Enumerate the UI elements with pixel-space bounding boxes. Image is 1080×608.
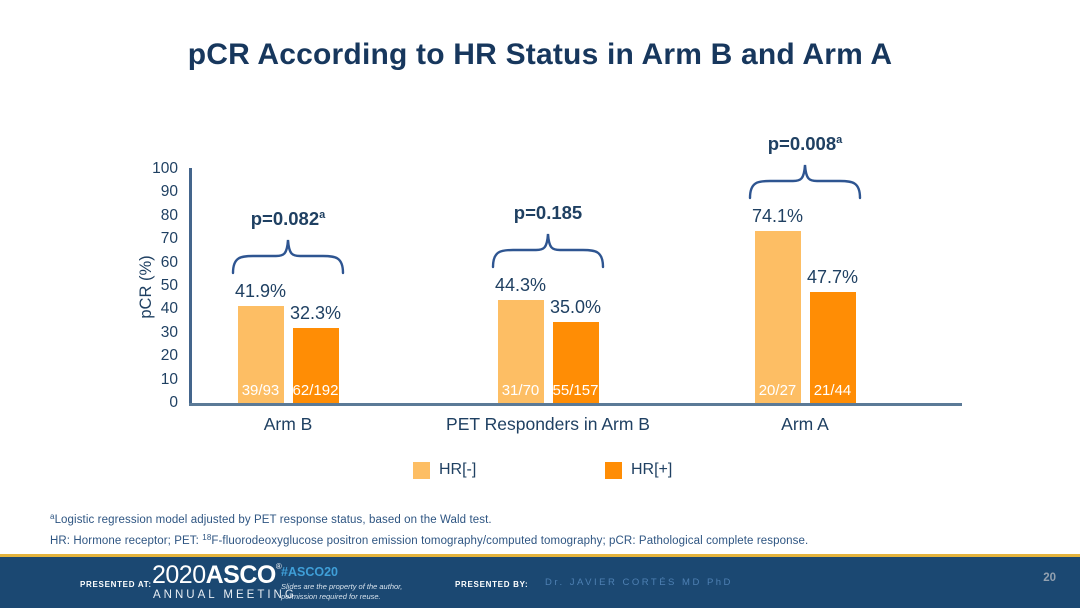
- legend-swatch: [413, 461, 430, 479]
- bar-count-label: 55/157: [552, 382, 599, 399]
- p-value-text: p=0.185: [513, 202, 583, 224]
- legend-label: HR[-]: [439, 461, 477, 478]
- y-axis-tick-label: 50: [160, 277, 178, 294]
- registered-mark-icon: ®: [275, 562, 282, 571]
- y-axis-tick-label: 80: [160, 206, 178, 224]
- legend-item: HR[-]: [413, 461, 476, 479]
- disclaimer-line: permission required for reuse.: [281, 591, 381, 601]
- asco-logo: 2020ASCO®: [152, 561, 282, 590]
- bar-hr-positive: [809, 292, 856, 404]
- footnote-superscript: a: [50, 512, 55, 521]
- footnote-abbreviations: HR: Hormone receptor; PET: 18F-fluorodeo…: [50, 533, 808, 547]
- footer-accent-line: [0, 554, 1080, 557]
- bar-hr-positive: [552, 322, 599, 404]
- p-value-superscript: a: [836, 133, 843, 146]
- y-axis-tick-label: 60: [160, 253, 178, 271]
- p-value-superscript: a: [319, 208, 326, 221]
- category-label: Arm A: [781, 414, 829, 434]
- footnote-text: Logistic regression model adjusted by PE…: [54, 514, 492, 526]
- footnote-statistics: aLogistic regression model adjusted by P…: [50, 512, 492, 526]
- asco-logo-subtitle: ANNUAL MEETING: [153, 589, 297, 601]
- y-axis-tick-label: 20: [160, 347, 178, 365]
- category-label: PET Responders in Arm B: [446, 414, 650, 434]
- bar-hr-negative: [237, 305, 284, 404]
- bar-value-label: 47.7%: [806, 267, 859, 288]
- bar-count-label: 21/44: [813, 382, 852, 399]
- legend-label: HR[+]: [631, 461, 673, 478]
- presenter-name: Dr. JAVIER CORTÉS MD PhD: [545, 577, 733, 588]
- bar-count-label: 31/70: [501, 382, 540, 399]
- footnote-text: HR: Hormone receptor; PET:: [50, 535, 203, 547]
- y-axis-line: [189, 168, 192, 406]
- legend-swatch: [605, 461, 622, 479]
- comparison-brace: [231, 236, 345, 281]
- bar-value-label: 44.3%: [494, 275, 547, 296]
- y-axis-tick-label: 0: [169, 394, 178, 411]
- category-label: Arm B: [263, 414, 313, 434]
- footnote-text: F-fluorodeoxyglucose positron emission t…: [211, 535, 809, 547]
- slide-page-number: 20: [1043, 572, 1056, 584]
- x-axis-line: [189, 403, 962, 406]
- bar-value-label: 35.0%: [549, 297, 602, 318]
- comparison-brace: [491, 230, 605, 275]
- bar-count-label: 20/27: [758, 382, 797, 399]
- p-value-label: p=0.082a: [218, 208, 358, 230]
- y-axis-tick-label: 10: [160, 370, 178, 388]
- slide-title: pCR According to HR Status in Arm B and …: [187, 38, 893, 71]
- footnote-superscript: 18: [202, 533, 212, 542]
- footer-disclaimer: Slides are the property of the author, p…: [281, 582, 402, 601]
- hashtag: #ASCO20: [281, 565, 338, 579]
- y-axis-tick-label: 100: [152, 160, 178, 177]
- bar-value-label: 32.3%: [289, 303, 342, 324]
- p-value-label: p=0.008a: [735, 133, 875, 155]
- comparison-brace: [748, 161, 862, 206]
- bar-hr-negative: [754, 230, 801, 404]
- presented-by-label: PRESENTED BY:: [455, 580, 529, 589]
- bar-hr-positive: [292, 328, 339, 404]
- y-axis-tick-label: 90: [160, 183, 178, 201]
- bar-count-label: 62/192: [292, 382, 339, 399]
- bar-value-label: 41.9%: [234, 280, 287, 301]
- y-axis-tick-label: 30: [160, 323, 178, 341]
- presented-at-label: PRESENTED AT:: [80, 580, 152, 589]
- bar-count-label: 39/93: [241, 382, 280, 399]
- asco-logo-name: ASCO: [205, 561, 277, 589]
- asco-logo-year: 2020: [152, 561, 206, 589]
- disclaimer-line: Slides are the property of the author,: [281, 582, 403, 591]
- legend-item: HR[+]: [605, 461, 672, 479]
- y-axis-tick-label: 70: [160, 230, 178, 248]
- footer-bar: PRESENTED AT: 2020ASCO® ANNUAL MEETING #…: [0, 557, 1080, 608]
- p-value-text: p=0.008: [767, 132, 837, 154]
- p-value-text: p=0.082: [250, 207, 320, 229]
- p-value-label: p=0.185: [478, 202, 618, 224]
- bar-hr-negative: [497, 300, 544, 404]
- y-axis-tick-label: 40: [160, 300, 178, 318]
- bar-value-label: 74.1%: [751, 205, 804, 226]
